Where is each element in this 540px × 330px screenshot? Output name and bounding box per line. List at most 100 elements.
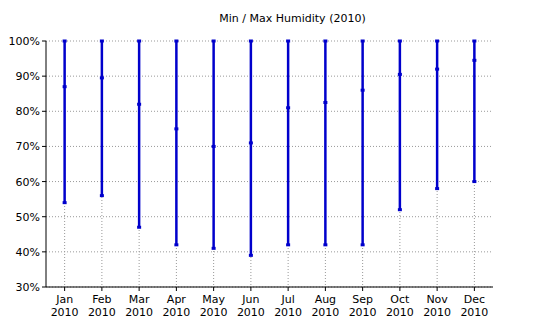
range-bar bbox=[212, 41, 215, 248]
mid-marker bbox=[323, 101, 327, 104]
tick bbox=[213, 287, 214, 291]
low-marker bbox=[398, 208, 402, 211]
marks bbox=[63, 40, 477, 257]
range-bar bbox=[250, 41, 253, 255]
mid-marker bbox=[174, 127, 178, 130]
category-label: Aug2010 bbox=[311, 293, 339, 319]
category-label: Sep2010 bbox=[349, 293, 377, 319]
grid-line bbox=[46, 76, 493, 77]
category-label: Dec2010 bbox=[460, 293, 488, 319]
range-bar bbox=[399, 41, 402, 210]
high-marker bbox=[472, 40, 476, 43]
grid-line-x bbox=[437, 41, 438, 287]
tick bbox=[42, 216, 46, 217]
tick bbox=[42, 76, 46, 77]
low-marker bbox=[435, 187, 439, 190]
grid-line bbox=[46, 181, 493, 182]
range-bar bbox=[436, 41, 439, 189]
low-marker bbox=[361, 243, 365, 246]
tick-label: 90% bbox=[16, 70, 40, 83]
high-marker bbox=[323, 40, 327, 43]
mid-marker bbox=[249, 141, 253, 144]
tick-label: 40% bbox=[16, 246, 40, 259]
grid-line-x bbox=[325, 41, 326, 287]
mid-marker bbox=[100, 76, 104, 79]
high-marker bbox=[212, 40, 216, 43]
range-bar bbox=[63, 41, 66, 203]
grid-line bbox=[46, 146, 493, 147]
grid-line-x bbox=[250, 41, 251, 287]
high-marker bbox=[398, 40, 402, 43]
tick-label: 80% bbox=[16, 105, 40, 118]
category-label: Jan2010 bbox=[51, 293, 79, 319]
category-label: Mar2010 bbox=[125, 293, 153, 319]
low-marker bbox=[63, 201, 67, 204]
range-bar bbox=[138, 41, 141, 227]
grid-line-x bbox=[288, 41, 289, 287]
tick bbox=[101, 287, 102, 291]
grid-line bbox=[46, 216, 493, 217]
tick bbox=[42, 41, 46, 42]
tick-label: 70% bbox=[16, 140, 40, 153]
category-label: Jun2010 bbox=[237, 293, 265, 319]
tick bbox=[250, 287, 251, 291]
x-axis bbox=[46, 287, 493, 288]
high-marker bbox=[286, 40, 290, 43]
grid-line-x bbox=[139, 41, 140, 287]
tick bbox=[176, 287, 177, 291]
tick bbox=[362, 287, 363, 291]
tick bbox=[288, 287, 289, 291]
range-bar bbox=[175, 41, 178, 245]
low-marker bbox=[249, 254, 253, 257]
high-marker bbox=[249, 40, 253, 43]
high-marker bbox=[361, 40, 365, 43]
range-bar bbox=[324, 41, 327, 245]
mid-marker bbox=[137, 103, 141, 106]
grid-line bbox=[46, 41, 493, 42]
range-bar bbox=[101, 41, 104, 196]
grid-line-x bbox=[176, 41, 177, 287]
tick-label: 60% bbox=[16, 176, 40, 189]
category-label: Oct2010 bbox=[386, 293, 414, 319]
high-marker bbox=[100, 40, 104, 43]
mid-marker bbox=[398, 73, 402, 76]
grid-line-x bbox=[64, 41, 65, 287]
chart: Min / Max Humidity (2010) 30% 40% 50% 60% 70%… bbox=[0, 0, 540, 330]
title: Min / Max Humidity (2010) bbox=[219, 12, 365, 25]
tick bbox=[399, 287, 400, 291]
tick bbox=[64, 287, 65, 291]
tick bbox=[437, 287, 438, 291]
low-marker bbox=[174, 243, 178, 246]
mid-marker bbox=[472, 59, 476, 62]
tick-label: 50% bbox=[16, 211, 40, 224]
high-marker bbox=[63, 40, 67, 43]
range-bar bbox=[287, 41, 290, 245]
category-label: May2010 bbox=[200, 293, 228, 319]
category-label: Feb2010 bbox=[88, 293, 116, 319]
high-marker bbox=[435, 40, 439, 43]
tick bbox=[139, 287, 140, 291]
range-bar bbox=[473, 41, 476, 182]
category-label: Jul2010 bbox=[274, 293, 302, 319]
low-marker bbox=[100, 194, 104, 197]
high-marker bbox=[174, 40, 178, 43]
grid-line bbox=[46, 287, 493, 288]
grid-line-x bbox=[362, 41, 363, 287]
category-label: Nov2010 bbox=[423, 293, 451, 319]
tick-label: 30% bbox=[16, 281, 40, 294]
low-marker bbox=[323, 243, 327, 246]
mid-marker bbox=[63, 85, 67, 88]
tick bbox=[42, 146, 46, 147]
grid-line-x bbox=[213, 41, 214, 287]
low-marker bbox=[472, 180, 476, 183]
grid-line bbox=[46, 111, 493, 112]
high-marker bbox=[137, 40, 141, 43]
tick bbox=[474, 287, 475, 291]
mid-marker bbox=[286, 106, 290, 109]
low-marker bbox=[137, 226, 141, 229]
mid-marker bbox=[361, 89, 365, 92]
grid-line-x bbox=[399, 41, 400, 287]
tick bbox=[42, 287, 46, 288]
mid-marker bbox=[212, 145, 216, 148]
tick bbox=[325, 287, 326, 291]
